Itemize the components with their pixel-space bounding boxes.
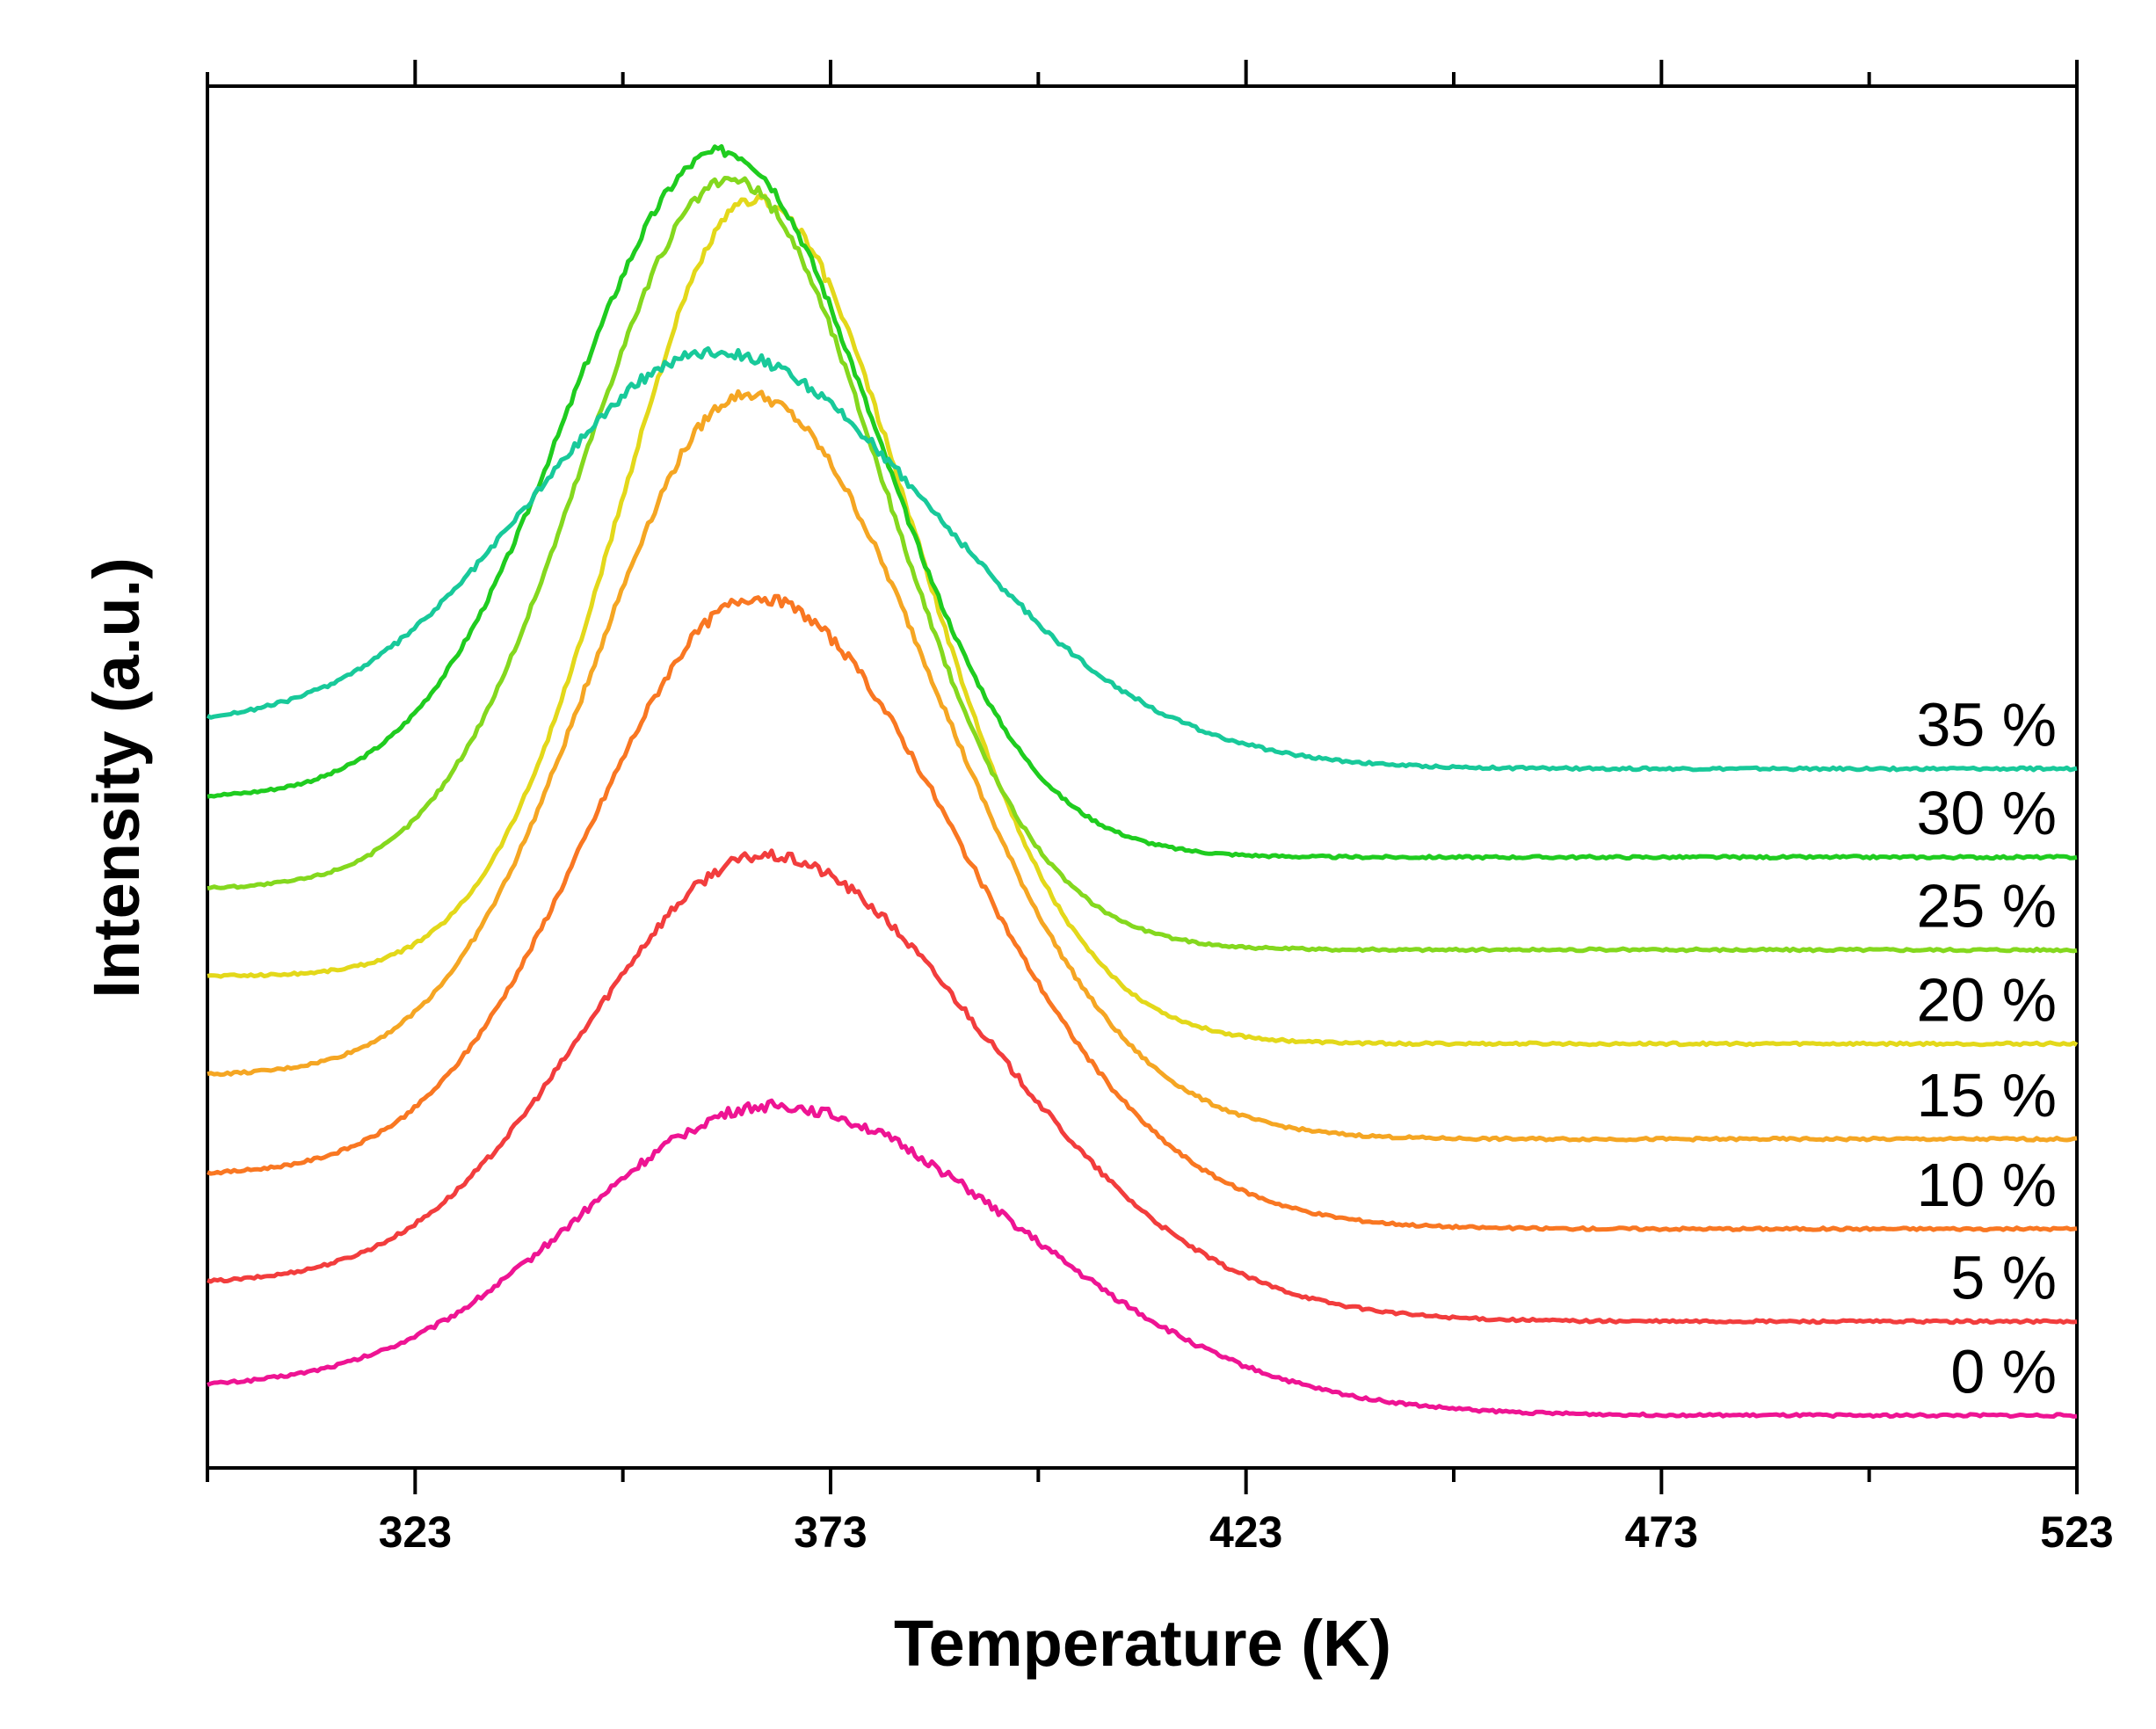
x-tick-label: 373 bbox=[794, 1507, 867, 1557]
series-label: 5 % bbox=[1950, 1243, 2057, 1311]
series-label: 10 % bbox=[1916, 1151, 2057, 1219]
x-axis-title: Temperature (K) bbox=[894, 1607, 1391, 1680]
series-label: 35 % bbox=[1916, 691, 2057, 759]
series-line bbox=[207, 144, 2078, 861]
series-labels: 0 % 5 % 10 % 15 % 20 % 25 % 30 % 35 % bbox=[1916, 691, 2057, 1406]
series-label: 30 % bbox=[1916, 779, 2057, 847]
y-axis-title: Intensity (a.u.) bbox=[80, 557, 153, 999]
x-tick-label: 523 bbox=[2040, 1507, 2113, 1557]
plot-area bbox=[206, 84, 2079, 1470]
series-label: 25 % bbox=[1916, 872, 2057, 941]
series-line bbox=[207, 1098, 2078, 1420]
series-label: 0 % bbox=[1950, 1337, 2057, 1406]
ticks: 323 373 423 473 523 bbox=[206, 60, 2114, 1557]
series-label: 15 % bbox=[1916, 1061, 2057, 1130]
series-line bbox=[207, 176, 2078, 954]
series-label: 20 % bbox=[1916, 965, 2057, 1034]
series-line bbox=[207, 389, 2078, 1143]
x-tick-label: 473 bbox=[1625, 1507, 1698, 1557]
x-tick-label: 323 bbox=[379, 1507, 452, 1557]
series-line bbox=[207, 848, 2078, 1326]
series-line bbox=[207, 193, 2079, 1048]
curves bbox=[206, 144, 2079, 1420]
series-line bbox=[206, 345, 2078, 773]
x-tick-label: 423 bbox=[1209, 1507, 1282, 1557]
series-line bbox=[207, 593, 2078, 1232]
